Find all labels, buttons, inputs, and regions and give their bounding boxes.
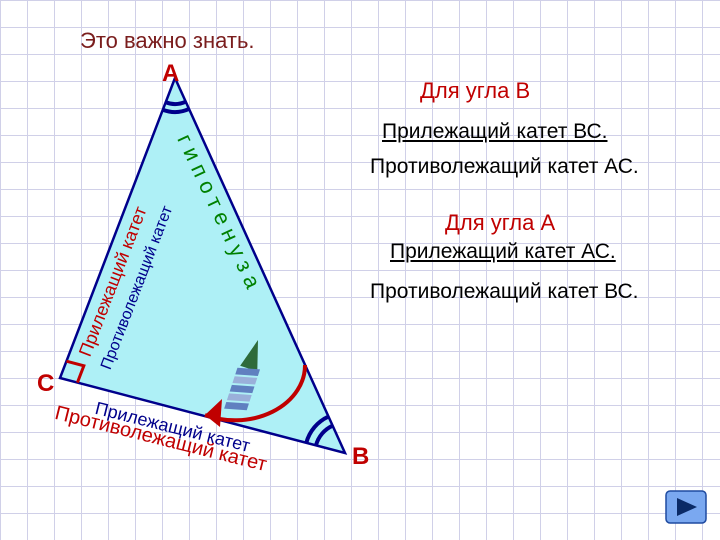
vertex-label-B: В <box>352 443 369 471</box>
adjacent-AC-text: Прилежащий катет АС. <box>390 240 616 264</box>
vertex-label-A: А <box>162 60 179 88</box>
opposite-AC-text: Противолежащий катет АС. <box>370 155 639 179</box>
opposite-BC-text: Противолежащий катет ВС. <box>370 280 638 304</box>
triangle-ABC <box>60 78 345 453</box>
heading-for-angle-B: Для угла В <box>420 78 530 104</box>
page-title: Это важно знать. <box>80 28 255 54</box>
next-arrow-icon <box>665 490 707 524</box>
heading-for-angle-A: Для угла А <box>445 210 555 236</box>
vertex-label-C: С <box>37 370 54 398</box>
next-button[interactable] <box>665 490 707 524</box>
adjacent-BC-text: Прилежащий катет ВС. <box>382 120 608 144</box>
